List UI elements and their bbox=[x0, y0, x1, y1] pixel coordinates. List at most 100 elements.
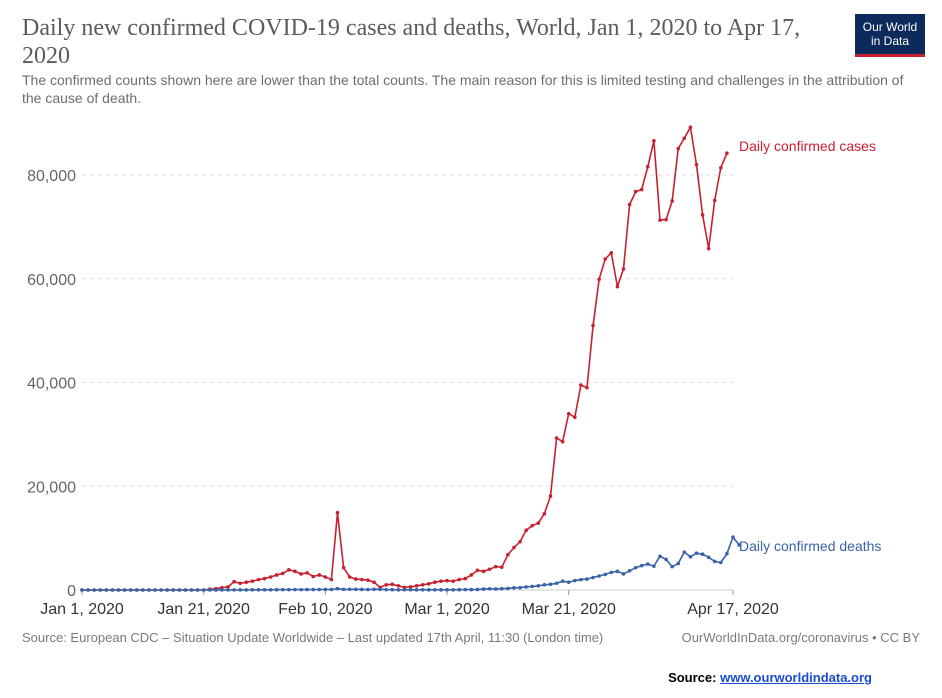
data-point bbox=[384, 583, 389, 587]
data-point bbox=[694, 162, 699, 167]
data-point bbox=[323, 575, 328, 579]
data-point bbox=[627, 202, 632, 207]
data-point bbox=[226, 588, 230, 592]
data-point bbox=[390, 582, 395, 587]
data-point bbox=[719, 165, 723, 170]
data-point bbox=[676, 561, 681, 566]
data-point bbox=[250, 588, 255, 592]
data-point bbox=[408, 585, 413, 589]
data-point bbox=[244, 588, 249, 592]
source-link[interactable]: www.ourworldindata.org bbox=[720, 670, 872, 685]
data-point bbox=[500, 586, 504, 591]
data-point bbox=[463, 587, 468, 592]
data-point bbox=[195, 588, 200, 592]
data-point bbox=[566, 411, 571, 416]
data-point bbox=[536, 584, 541, 588]
data-point bbox=[500, 565, 504, 569]
data-point bbox=[420, 587, 425, 592]
data-point bbox=[262, 576, 267, 581]
source-note: Source: www.ourworldindata.org bbox=[668, 670, 872, 685]
data-point bbox=[506, 586, 510, 591]
data-point bbox=[347, 575, 352, 579]
data-point bbox=[329, 577, 334, 582]
data-point bbox=[585, 385, 589, 390]
data-point bbox=[305, 571, 309, 575]
data-point bbox=[256, 577, 261, 582]
data-point bbox=[177, 588, 182, 592]
data-point bbox=[627, 569, 632, 573]
series-label: Daily confirmed cases bbox=[739, 138, 876, 154]
data-point bbox=[573, 578, 577, 583]
chart-title: Daily new confirmed COVID-19 cases and d… bbox=[22, 15, 801, 69]
data-point bbox=[469, 587, 474, 592]
data-point bbox=[360, 587, 364, 592]
data-point bbox=[268, 575, 273, 579]
data-point bbox=[573, 415, 577, 420]
x-tick-label: Mar 21, 2020 bbox=[522, 601, 616, 618]
data-point bbox=[414, 584, 419, 588]
data-point bbox=[737, 543, 741, 547]
data-point bbox=[712, 198, 717, 203]
data-point bbox=[639, 187, 644, 192]
data-point bbox=[220, 588, 224, 592]
footer-credit[interactable]: OurWorldInData.org/coronavirus • CC BY bbox=[681, 630, 920, 645]
series-label: Daily confirmed deaths bbox=[739, 538, 881, 554]
data-point bbox=[311, 587, 315, 592]
data-point bbox=[353, 577, 358, 581]
data-point bbox=[329, 587, 334, 592]
data-point bbox=[457, 587, 462, 592]
data-point bbox=[451, 587, 455, 592]
data-point bbox=[445, 588, 449, 592]
data-point bbox=[366, 578, 370, 582]
data-point bbox=[262, 587, 267, 592]
data-point bbox=[524, 528, 528, 533]
data-point bbox=[232, 579, 236, 584]
data-point bbox=[719, 560, 723, 565]
data-point bbox=[280, 587, 285, 592]
data-point bbox=[347, 587, 352, 592]
data-point bbox=[731, 535, 735, 539]
data-point bbox=[548, 494, 553, 498]
data-point bbox=[311, 574, 315, 579]
data-point bbox=[366, 587, 370, 592]
data-point bbox=[609, 570, 614, 575]
data-point bbox=[664, 217, 668, 222]
data-point bbox=[512, 586, 516, 590]
data-point bbox=[700, 552, 705, 557]
data-point bbox=[621, 572, 626, 576]
data-point bbox=[274, 573, 279, 577]
data-point bbox=[633, 189, 638, 194]
data-point bbox=[700, 213, 705, 217]
data-point bbox=[299, 587, 303, 592]
chart-subtitle: The confirmed counts shown here are lowe… bbox=[22, 72, 904, 106]
data-point bbox=[712, 559, 717, 564]
data-point bbox=[706, 246, 711, 251]
data-point bbox=[134, 588, 139, 592]
data-point bbox=[426, 581, 431, 586]
data-point bbox=[615, 569, 620, 574]
data-point bbox=[299, 572, 303, 576]
data-point bbox=[469, 573, 474, 577]
footer-source: Source: European CDC – Situation Update … bbox=[22, 630, 604, 645]
data-point bbox=[487, 587, 492, 591]
data-point bbox=[360, 577, 364, 582]
data-point bbox=[98, 588, 103, 592]
data-point bbox=[305, 587, 309, 592]
data-point bbox=[706, 555, 711, 560]
data-point bbox=[439, 579, 443, 583]
y-tick-label: 60,000 bbox=[27, 272, 76, 289]
data-point bbox=[670, 564, 674, 569]
data-point bbox=[335, 586, 340, 591]
owid-logo[interactable]: Our World in Data bbox=[855, 14, 925, 57]
data-point bbox=[408, 587, 413, 592]
data-point bbox=[287, 587, 291, 592]
data-point bbox=[183, 588, 188, 592]
data-point bbox=[341, 587, 346, 592]
data-point bbox=[317, 587, 322, 592]
data-point bbox=[694, 551, 699, 555]
data-point bbox=[232, 588, 236, 592]
data-point bbox=[542, 511, 547, 516]
data-point bbox=[506, 552, 510, 557]
data-point bbox=[658, 218, 662, 222]
data-point bbox=[518, 585, 522, 590]
